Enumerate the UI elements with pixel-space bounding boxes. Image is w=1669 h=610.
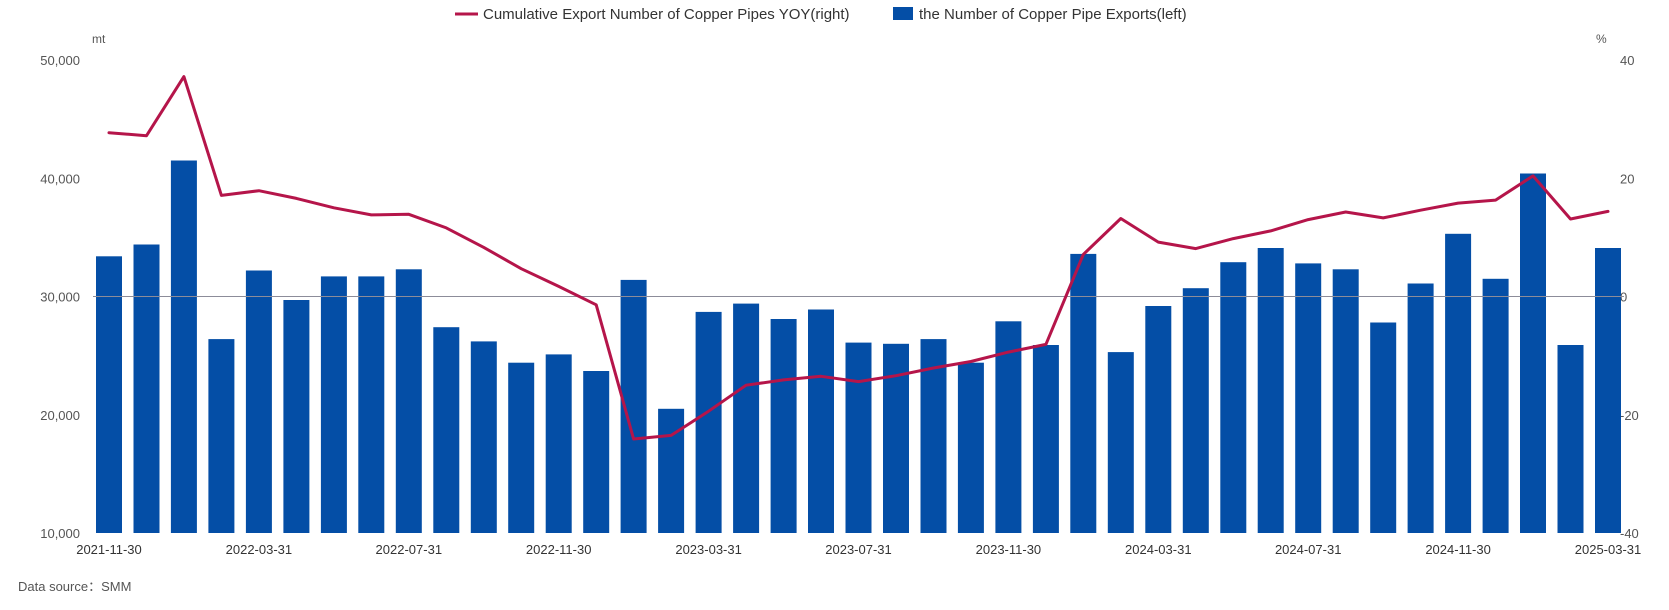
x-tick-label: 2024-03-31 bbox=[1125, 542, 1192, 557]
bar[interactable] bbox=[1557, 345, 1584, 533]
bar[interactable] bbox=[583, 371, 610, 533]
bar[interactable] bbox=[470, 341, 497, 533]
bar[interactable] bbox=[1295, 263, 1322, 533]
left-tick-label: 20,000 bbox=[40, 408, 80, 423]
bar[interactable] bbox=[1032, 345, 1059, 533]
bar[interactable] bbox=[283, 300, 310, 533]
legend-label-exports: the Number of Copper Pipe Exports(left) bbox=[919, 6, 1187, 23]
bar[interactable] bbox=[133, 244, 160, 534]
bar[interactable] bbox=[545, 354, 572, 533]
bar[interactable] bbox=[1482, 278, 1509, 533]
right-tick-label: 40 bbox=[1620, 53, 1634, 68]
x-tick-label: 2024-07-31 bbox=[1275, 542, 1342, 557]
x-tick-label: 2022-03-31 bbox=[226, 542, 293, 557]
line-series bbox=[107, 75, 1610, 441]
bar[interactable] bbox=[1107, 352, 1134, 533]
bar[interactable] bbox=[1595, 248, 1621, 533]
bar[interactable] bbox=[1182, 288, 1209, 533]
x-tick-label: 2022-07-31 bbox=[376, 542, 443, 557]
bar[interactable] bbox=[995, 321, 1022, 533]
bar[interactable] bbox=[320, 276, 347, 533]
left-axis-ticks: 10,000 20,000 30,000 40,000 50,000 bbox=[40, 53, 80, 541]
bar[interactable] bbox=[695, 311, 722, 533]
x-tick-label: 2024-11-30 bbox=[1425, 542, 1491, 557]
bar[interactable] bbox=[1407, 283, 1434, 534]
x-tick-label: 2021-11-30 bbox=[76, 542, 142, 557]
legend-box-marker bbox=[893, 7, 913, 20]
right-tick-label: -20 bbox=[1620, 408, 1639, 423]
bar[interactable] bbox=[508, 362, 535, 533]
right-tick-label: 20 bbox=[1620, 171, 1634, 186]
bar[interactable] bbox=[770, 319, 797, 533]
right-tick-label: -40 bbox=[1620, 526, 1639, 541]
left-tick-label: 30,000 bbox=[40, 290, 80, 305]
bar[interactable] bbox=[1332, 269, 1359, 533]
legend-item-exports[interactable]: the Number of Copper Pipe Exports(left) bbox=[893, 6, 1187, 23]
bar[interactable] bbox=[1445, 233, 1472, 534]
bar[interactable] bbox=[96, 256, 122, 533]
bar-series bbox=[96, 160, 1621, 534]
bar[interactable] bbox=[920, 339, 947, 533]
legend[interactable]: Cumulative Export Number of Copper Pipes… bbox=[455, 6, 1187, 23]
yoy-line[interactable] bbox=[107, 75, 1610, 441]
bar[interactable] bbox=[1520, 173, 1546, 534]
x-tick-label: 2023-11-30 bbox=[976, 542, 1042, 557]
left-axis-unit: mt bbox=[92, 32, 106, 46]
bar[interactable] bbox=[433, 327, 460, 533]
x-tick-label: 2023-03-31 bbox=[675, 542, 742, 557]
bar[interactable] bbox=[208, 339, 235, 533]
bar[interactable] bbox=[1257, 248, 1284, 533]
bar[interactable] bbox=[170, 160, 197, 534]
bar[interactable] bbox=[1220, 262, 1247, 533]
bar[interactable] bbox=[658, 408, 685, 533]
legend-item-yoy[interactable]: Cumulative Export Number of Copper Pipes… bbox=[455, 6, 850, 23]
bar[interactable] bbox=[845, 342, 872, 533]
bar[interactable] bbox=[957, 362, 984, 533]
x-axis-labels: 2021-11-30 2022-03-31 2022-07-31 2022-11-30… bbox=[76, 542, 1641, 557]
bar[interactable] bbox=[358, 276, 385, 533]
bar[interactable] bbox=[395, 269, 422, 533]
x-tick-label: 2022-11-30 bbox=[526, 542, 592, 557]
bar[interactable] bbox=[883, 343, 909, 533]
data-source-note: Data source：SMM bbox=[18, 579, 132, 594]
bar[interactable] bbox=[245, 270, 272, 534]
left-tick-label: 50,000 bbox=[40, 53, 80, 68]
bar[interactable] bbox=[1370, 322, 1397, 534]
bar[interactable] bbox=[808, 309, 834, 534]
bar[interactable] bbox=[733, 303, 760, 533]
legend-label-yoy: Cumulative Export Number of Copper Pipes… bbox=[483, 6, 850, 23]
left-tick-label: 10,000 bbox=[40, 526, 80, 541]
right-axis-unit: % bbox=[1596, 32, 1607, 46]
bar[interactable] bbox=[1070, 253, 1097, 533]
left-tick-label: 40,000 bbox=[40, 171, 80, 186]
x-tick-label: 2025-03-31 bbox=[1575, 542, 1642, 557]
bar[interactable] bbox=[1145, 306, 1172, 533]
x-tick-label: 2023-07-31 bbox=[825, 542, 892, 557]
